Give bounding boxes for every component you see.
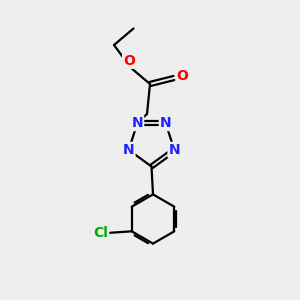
Text: N: N bbox=[123, 143, 134, 157]
Text: O: O bbox=[176, 70, 188, 83]
Text: N: N bbox=[132, 116, 143, 130]
Text: Cl: Cl bbox=[93, 226, 108, 240]
Text: O: O bbox=[123, 54, 135, 68]
Text: N: N bbox=[169, 143, 180, 157]
Text: N: N bbox=[160, 116, 171, 130]
